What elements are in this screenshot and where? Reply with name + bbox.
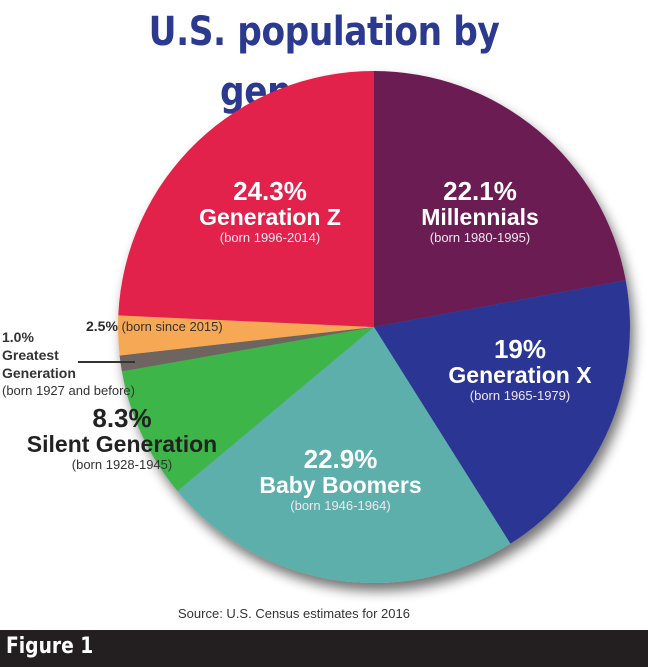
pie-slice	[121, 327, 375, 491]
greatest-leader-line	[78, 361, 135, 363]
figure-label: Figure 1	[6, 634, 94, 659]
label-generation-z: 24.3% Generation Z (born 1996-2014)	[199, 176, 341, 246]
label-generation-x: 19% Generation X (born 1965-1979)	[448, 334, 592, 404]
pie-slice	[374, 280, 631, 544]
source-note: Source: U.S. Census estimates for 2016	[178, 606, 410, 621]
label-born-since-2015: 2.5% (born since 2015)	[86, 318, 223, 334]
pie-slice	[177, 327, 511, 583]
label-baby-boomers: 22.9% Baby Boomers (born 1946-1964)	[259, 444, 422, 514]
pie-slice	[374, 71, 626, 327]
pie-slice	[119, 327, 374, 372]
label-greatest-generation: 1.0% Greatest Generation (born 1927 and …	[2, 329, 135, 398]
label-silent-generation: 8.3% Silent Generation (born 1928-1945)	[26, 403, 218, 473]
pie-slice	[118, 71, 375, 327]
pie-slices	[118, 71, 631, 583]
label-millennials: 22.1% Millennials (born 1980-1995)	[421, 176, 539, 246]
figure-caption-bar: Figure 1	[0, 630, 648, 667]
pie-slice	[118, 315, 374, 356]
